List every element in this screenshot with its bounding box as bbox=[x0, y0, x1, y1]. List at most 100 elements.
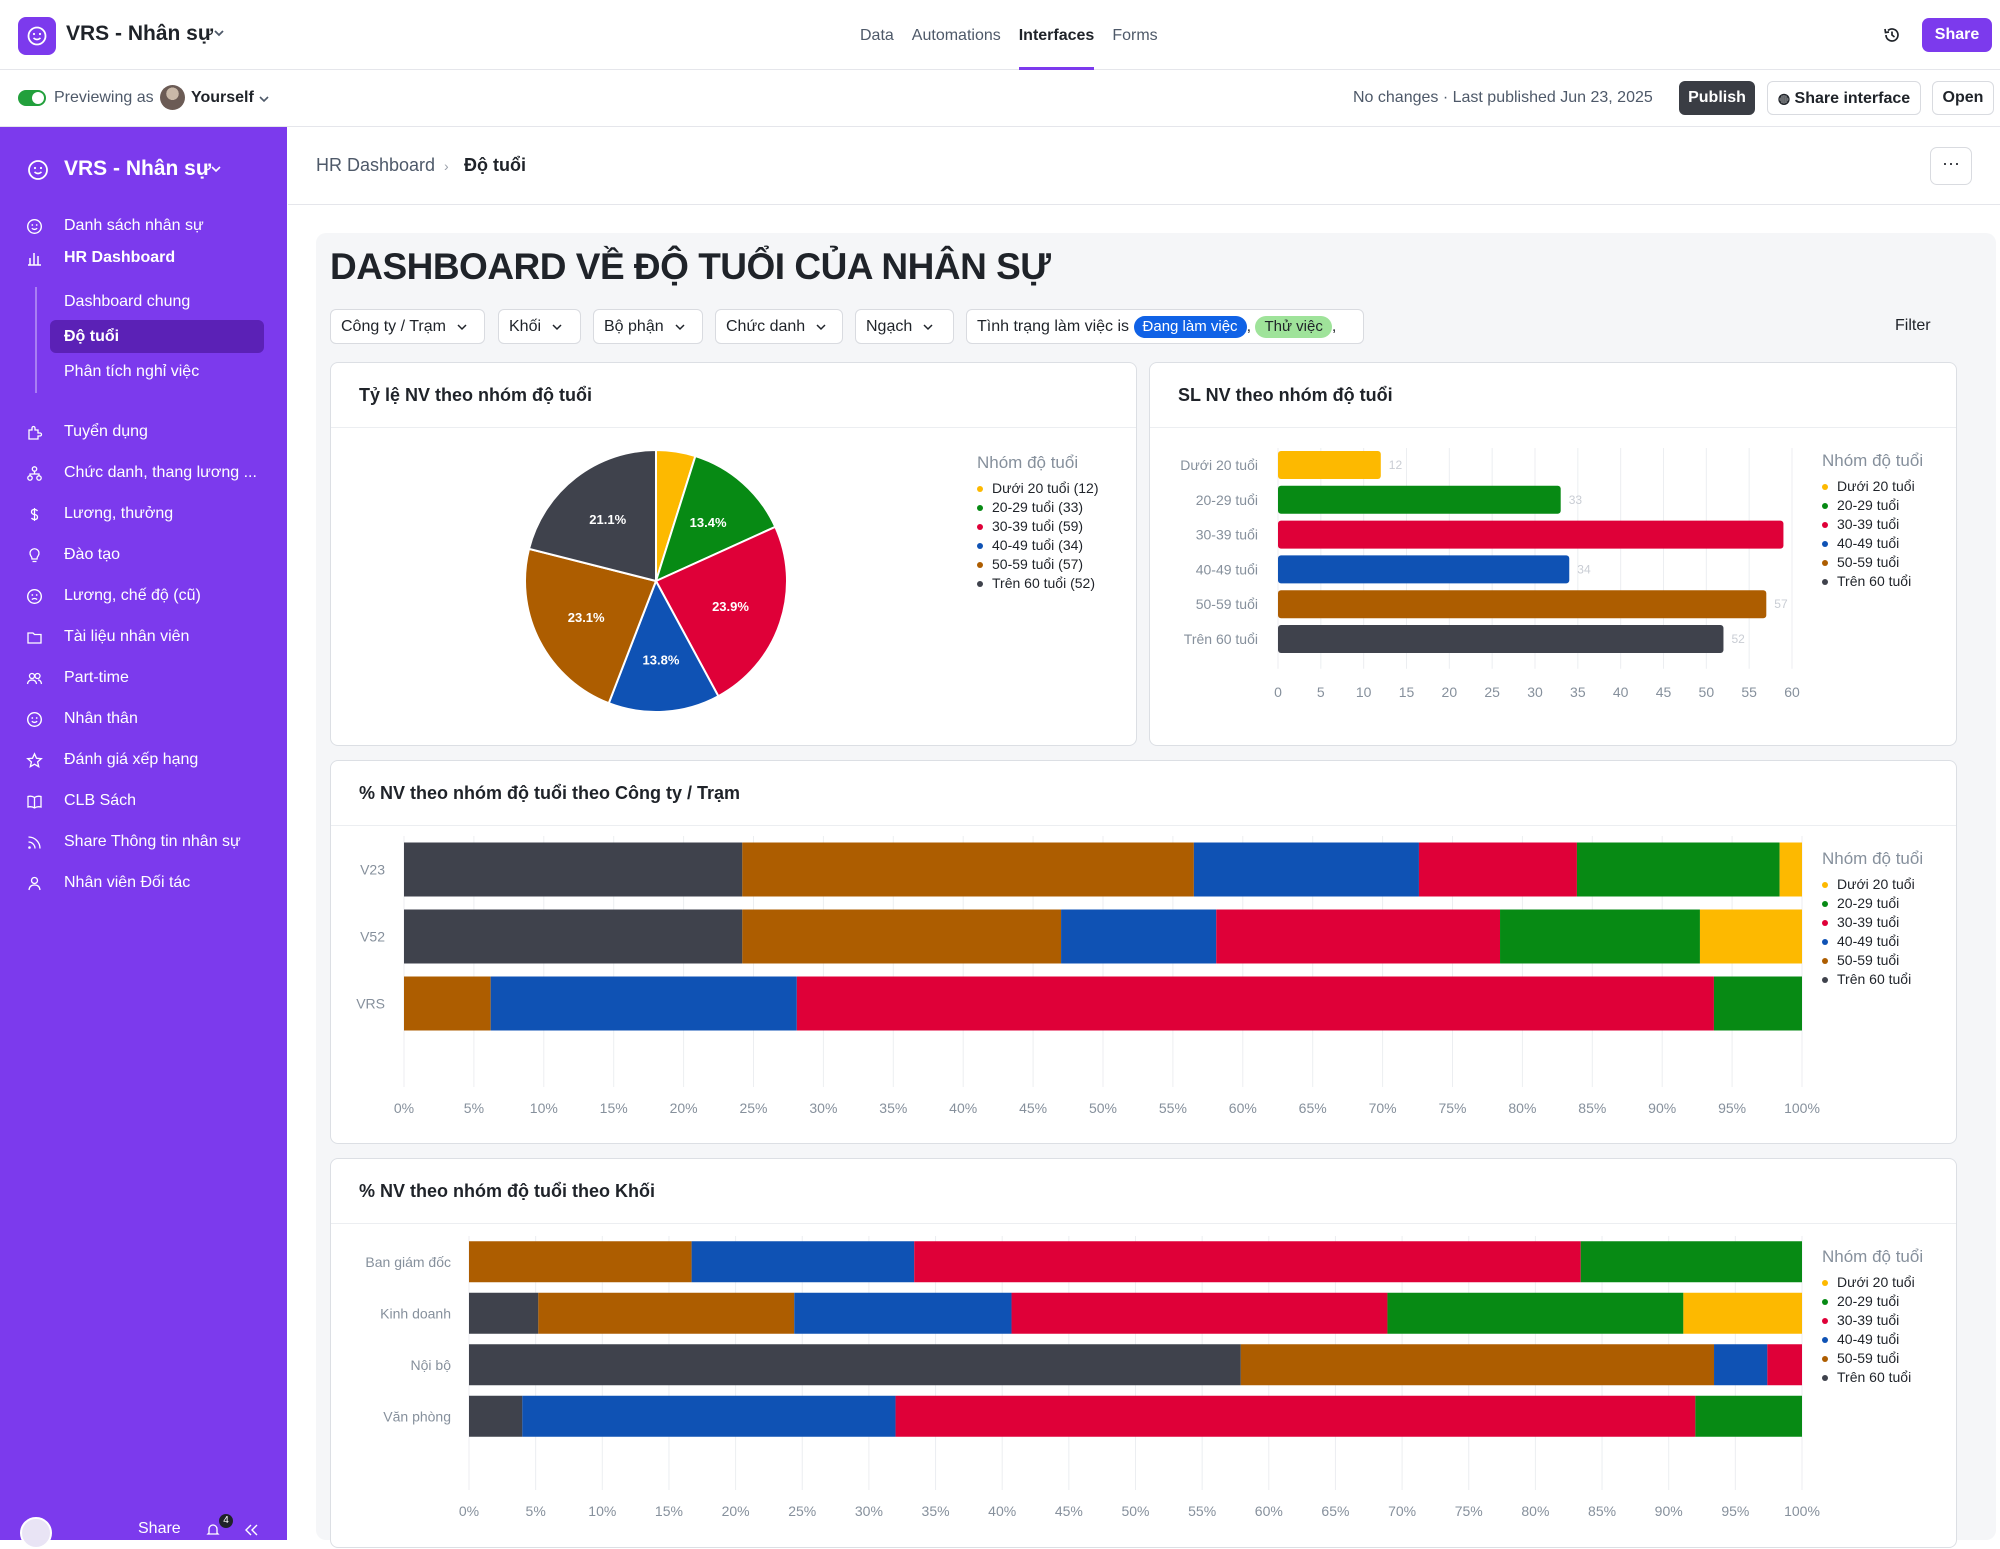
sidebar-subitem-dashboard-chung[interactable]: Dashboard chung bbox=[64, 292, 191, 310]
filter-button[interactable]: Filter bbox=[1895, 317, 1931, 334]
sidebar-item-chuc-danh[interactable]: Chức danh, thang lương ... bbox=[0, 458, 287, 488]
app-name[interactable]: VRS - Nhân sự bbox=[66, 22, 214, 45]
history-icon[interactable] bbox=[1882, 25, 1902, 45]
legend-swatch bbox=[1822, 1375, 1828, 1382]
preview-toggle[interactable] bbox=[18, 90, 46, 106]
sidebar-item-luong-che-do-cu[interactable]: Lương, chế độ (cũ) bbox=[0, 581, 287, 611]
legend-swatch bbox=[1822, 939, 1828, 946]
stacked-bar-segment bbox=[742, 909, 1062, 964]
sidebar-share[interactable]: Share bbox=[138, 1520, 181, 1537]
chevron-down-icon bbox=[457, 324, 467, 330]
stacked-bar-segment bbox=[914, 1241, 1581, 1283]
legend-item: 20-29 tuổi bbox=[1822, 1292, 1923, 1311]
filter-label: Khối bbox=[509, 318, 542, 335]
legend-swatch bbox=[1822, 503, 1828, 510]
publish-button[interactable]: Publish bbox=[1679, 81, 1755, 115]
legend-item: 50-59 tuổi bbox=[1822, 1349, 1923, 1368]
bar bbox=[1278, 625, 1724, 653]
x-tick-label: 45% bbox=[1055, 1503, 1083, 1519]
more-options-button[interactable]: ··· bbox=[1930, 147, 1972, 185]
stacked-bar-segment bbox=[1240, 1344, 1715, 1386]
bar-data-label: 33 bbox=[1569, 493, 1583, 507]
stacked-bar-segment bbox=[1576, 842, 1780, 897]
sidebar-item-label: Part-time bbox=[64, 669, 129, 686]
tab-forms[interactable]: Forms bbox=[1112, 27, 1158, 44]
stacked-bar-segment bbox=[490, 976, 797, 1031]
sidebar-item-nhan-than[interactable]: Nhân thân bbox=[0, 704, 287, 734]
y-tick-label: VRS bbox=[356, 996, 385, 1012]
y-tick-label: V52 bbox=[360, 929, 385, 945]
sidebar-item-part-time[interactable]: Part-time bbox=[0, 663, 287, 693]
pie-data-label: 21.1% bbox=[589, 512, 626, 527]
divider bbox=[1150, 427, 1956, 428]
sidebar-subitem-phan-tich-nghi-viec[interactable]: Phân tích nghỉ việc bbox=[64, 362, 200, 380]
sidebar-item-clb-sach[interactable]: CLB Sách bbox=[0, 786, 287, 816]
sidebar-item-danh-gia-xep-hang[interactable]: Đánh giá xếp hạng bbox=[0, 745, 287, 775]
bell-icon[interactable] bbox=[205, 1522, 221, 1538]
x-tick-label: 10 bbox=[1356, 684, 1372, 700]
sidebar-item-danh-sach-nhan-su[interactable]: Danh sách nhân sự bbox=[0, 211, 287, 241]
stacked-bar-segment bbox=[538, 1292, 795, 1334]
tab-data[interactable]: Data bbox=[860, 27, 894, 44]
filter-ngach[interactable]: Ngạch bbox=[855, 309, 954, 344]
filter-chuc-danh[interactable]: Chức danh bbox=[715, 309, 843, 344]
x-tick-label: 75% bbox=[1455, 1503, 1483, 1519]
x-tick-label: 30% bbox=[855, 1503, 883, 1519]
sidebar-item-hr-dashboard[interactable]: HR Dashboard bbox=[0, 243, 287, 273]
sidebar-item-dao-tao[interactable]: Đào tạo bbox=[0, 540, 287, 570]
breadcrumb: HR Dashboard › Độ tuổi ··· bbox=[288, 127, 2000, 205]
filter-khoi[interactable]: Khối bbox=[498, 309, 581, 344]
avatar bbox=[160, 85, 185, 110]
x-tick-label: 65% bbox=[1299, 1100, 1327, 1116]
sidebar-title[interactable]: VRS - Nhân sự bbox=[64, 157, 212, 180]
x-tick-label: 20% bbox=[670, 1100, 698, 1116]
tab-automations[interactable]: Automations bbox=[911, 27, 1001, 44]
pie-slice bbox=[654, 525, 788, 698]
legend-item: 30-39 tuổi bbox=[1822, 515, 1923, 534]
x-tick-label: 35% bbox=[879, 1100, 907, 1116]
app-logo[interactable] bbox=[18, 17, 56, 55]
pie-slice bbox=[527, 448, 657, 583]
legend-title: Nhóm độ tuổi bbox=[1822, 1247, 1924, 1266]
share-button[interactable]: Share bbox=[1922, 18, 1992, 52]
legend-item: Dưới 20 tuổi bbox=[1822, 875, 1923, 894]
chevron-down-icon[interactable] bbox=[210, 163, 222, 175]
sidebar-item-tuyen-dung[interactable]: Tuyển dụng bbox=[0, 417, 287, 447]
x-tick-label: 20% bbox=[722, 1503, 750, 1519]
legend-label: 30-39 tuổi bbox=[1837, 1312, 1900, 1328]
legend-title: Nhóm độ tuổi bbox=[1822, 849, 1924, 868]
legend-swatch bbox=[977, 505, 983, 512]
open-button[interactable]: Open bbox=[1932, 81, 1994, 115]
legend-swatch bbox=[977, 524, 983, 531]
collapse-icon[interactable] bbox=[242, 1522, 260, 1538]
sidebar-subitem-do-tuoi[interactable]: Độ tuổi bbox=[50, 320, 264, 353]
preview-user-select[interactable]: Yourself bbox=[191, 89, 254, 106]
breadcrumb-parent[interactable]: HR Dashboard bbox=[316, 155, 436, 175]
y-tick-label: Ban giám đốc bbox=[365, 1254, 451, 1270]
sidebar: VRS - Nhân sự Danh sách nhân sự HR Dashb… bbox=[0, 127, 287, 1549]
filter-bo-phan[interactable]: Bộ phận bbox=[593, 309, 703, 344]
share-interface-button[interactable]: ◍ Share interface bbox=[1767, 81, 1921, 115]
x-tick-label: 85% bbox=[1578, 1100, 1606, 1116]
sidebar-item-tai-lieu-nhan-vien[interactable]: Tài liệu nhân viên bbox=[0, 622, 287, 652]
sidebar-item-luong-thuong[interactable]: Lương, thưởng bbox=[0, 499, 287, 529]
avatar[interactable] bbox=[20, 1517, 52, 1549]
x-tick-label: 20 bbox=[1442, 684, 1458, 700]
legend-swatch bbox=[1822, 1337, 1828, 1344]
filter-tinh-trang[interactable]: Tình trạng làm việc is Đang làm việc, Th… bbox=[966, 309, 1364, 344]
sidebar-item-nhan-vien-doi-tac[interactable]: Nhân viên Đối tác bbox=[0, 868, 287, 898]
filter-cong-ty[interactable]: Công ty / Trạm bbox=[330, 309, 485, 344]
stacked-bar-segment bbox=[1683, 1292, 1802, 1334]
sidebar-item-share-thong-tin[interactable]: Share Thông tin nhân sự bbox=[0, 827, 287, 857]
tab-interfaces[interactable]: Interfaces bbox=[1010, 0, 1104, 70]
legend-item: Trên 60 tuổi bbox=[1822, 572, 1923, 591]
legend-item: 40-49 tuổi bbox=[1822, 1330, 1923, 1349]
x-tick-label: 55% bbox=[1159, 1100, 1187, 1116]
org-icon bbox=[27, 466, 42, 481]
chevron-down-icon[interactable] bbox=[258, 93, 270, 105]
legend-swatch bbox=[1822, 1318, 1828, 1325]
y-tick-label: Dưới 20 tuổi bbox=[1180, 457, 1258, 473]
chevron-down-icon[interactable] bbox=[212, 26, 226, 40]
sidebar-item-label: Chức danh, thang lương ... bbox=[64, 464, 257, 481]
stacked-chart-company-card: % NV theo nhóm độ tuổi theo Công ty / Tr… bbox=[330, 760, 1957, 1144]
